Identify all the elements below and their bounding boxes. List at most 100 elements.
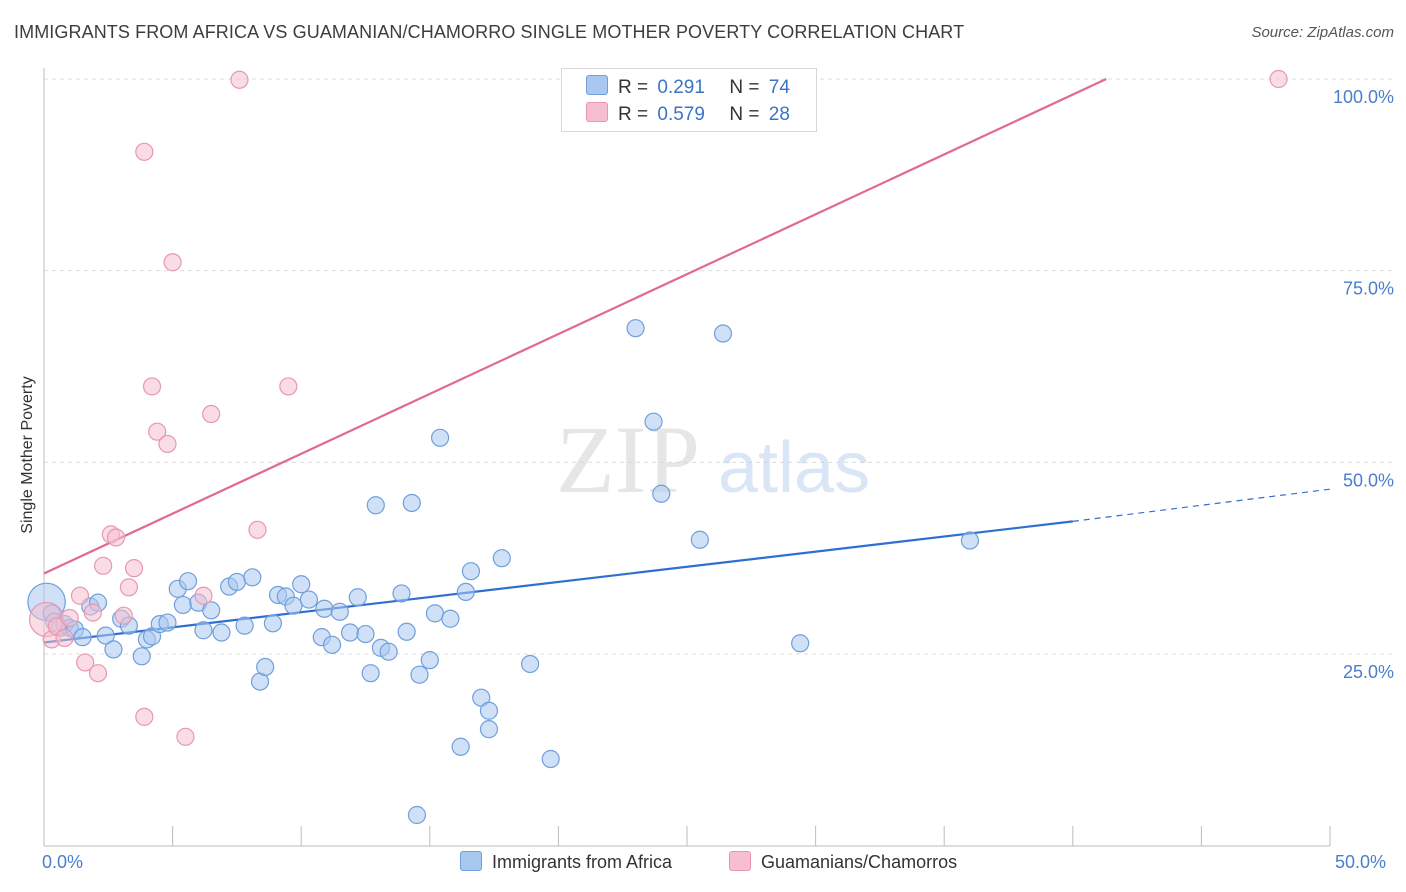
- data-point-africa: [541, 749, 560, 769]
- data-point-africa: [960, 531, 980, 550]
- bottom-legend-africa[interactable]: Immigrants from Africa: [460, 851, 672, 873]
- data-point-guam: [83, 603, 102, 622]
- legend-swatch-blue: [586, 75, 608, 95]
- data-point-africa: [235, 616, 254, 635]
- data-point-guam: [230, 70, 249, 89]
- y-tick-label: 75.0%: [1343, 279, 1394, 299]
- data-point-guam: [248, 520, 267, 539]
- data-point-africa: [132, 647, 151, 666]
- legend-label-guam: Guamanians/Chamorros: [761, 852, 958, 872]
- data-point-africa: [451, 737, 470, 756]
- data-point-africa: [479, 720, 499, 739]
- data-point-africa: [791, 634, 810, 653]
- legend-row-africa: R = 0.291 N = 74: [586, 75, 790, 101]
- legend-swatch-pink: [586, 102, 608, 122]
- legend-r-value: 0.291: [657, 77, 705, 98]
- data-point-africa: [644, 412, 663, 431]
- chart-title: IMMIGRANTS FROM AFRICA VS GUAMANIAN/CHAM…: [14, 22, 965, 42]
- watermark: ZIP atlas: [556, 406, 870, 513]
- data-point-guam: [60, 608, 79, 628]
- data-point-africa: [366, 496, 385, 515]
- trend-line-guam: [43, 78, 1107, 575]
- data-point-guam: [135, 707, 154, 726]
- data-point-guam: [163, 253, 182, 272]
- data-point-guam: [135, 142, 154, 161]
- data-point-guam: [148, 422, 167, 441]
- data-point-africa: [430, 428, 450, 447]
- source-label: Source: ZipAtlas.com: [1251, 24, 1394, 41]
- data-point-africa: [263, 614, 283, 633]
- data-point-africa: [652, 484, 671, 503]
- y-tick-label: 100.0%: [1333, 87, 1394, 107]
- data-point-africa: [397, 622, 416, 641]
- legend-row-guam: R = 0.579 N = 28: [586, 102, 790, 128]
- data-point-africa: [194, 621, 213, 640]
- correlation-legend: R = 0.291 N = 74 R = 0.579 N = 28: [561, 68, 817, 132]
- legend-swatch-pink: [729, 851, 751, 871]
- legend-label-africa: Immigrants from Africa: [492, 852, 673, 872]
- trend-lines: [43, 78, 1331, 644]
- watermark-atlas: atlas: [718, 428, 870, 508]
- data-point-africa: [256, 657, 275, 677]
- data-point-africa: [420, 651, 439, 670]
- data-point-guam: [119, 578, 138, 597]
- data-point-africa: [456, 582, 475, 602]
- data-point-africa: [492, 549, 511, 568]
- y-tick-label: 25.0%: [1343, 662, 1394, 682]
- y-tick-label: 50.0%: [1343, 470, 1394, 490]
- data-point-africa: [690, 530, 709, 549]
- data-point-africa: [227, 572, 246, 592]
- data-point-guam: [55, 628, 74, 648]
- data-point-guam: [106, 528, 126, 547]
- data-point-africa: [292, 575, 311, 594]
- legend-r-value: 0.579: [657, 104, 705, 125]
- data-point-africa: [361, 664, 380, 683]
- data-point-guam: [194, 586, 213, 605]
- data-point-guam: [88, 664, 108, 683]
- data-point-africa: [425, 604, 445, 623]
- y-tick-labels: 25.0% 50.0% 75.0% 100.0%: [1333, 87, 1394, 682]
- data-point-africa: [461, 562, 481, 581]
- legend-swatch-blue: [460, 851, 482, 871]
- data-point-africa: [202, 601, 221, 620]
- trend-line-africa: [43, 520, 1073, 644]
- data-point-africa: [479, 701, 499, 720]
- data-point-africa: [348, 588, 367, 607]
- data-point-africa: [73, 628, 92, 647]
- data-point-guam: [142, 377, 162, 396]
- data-point-africa: [379, 642, 398, 661]
- data-point-africa: [407, 805, 427, 825]
- legend-n-label: N =: [729, 104, 760, 125]
- data-point-africa: [96, 626, 115, 645]
- grid-lines: [44, 78, 1392, 655]
- legend-n-value: 74: [768, 77, 790, 98]
- data-point-africa: [178, 572, 198, 591]
- data-point-africa: [243, 568, 262, 587]
- watermark-zip: ZIP: [556, 406, 700, 513]
- data-point-africa: [158, 613, 177, 632]
- data-point-africa: [322, 635, 342, 654]
- data-point-africa: [315, 599, 334, 618]
- data-point-africa: [626, 319, 645, 338]
- data-point-africa: [521, 654, 540, 674]
- x-tick-label-max: 50.0%: [1335, 852, 1387, 872]
- data-point-africa: [356, 624, 375, 644]
- bottom-legend-guam[interactable]: Guamanians/Chamorros: [729, 851, 957, 873]
- legend-n-value: 28: [768, 104, 790, 125]
- data-point-africa: [392, 584, 411, 603]
- data-point-africa: [713, 324, 733, 343]
- data-point-africa: [104, 640, 123, 659]
- data-point-africa: [330, 602, 349, 621]
- x-tick-label-min: 0.0%: [42, 852, 84, 872]
- data-point-guam: [94, 556, 113, 575]
- data-point-africa: [299, 590, 319, 609]
- legend-r-label: R =: [618, 104, 649, 125]
- axes: [43, 68, 1331, 847]
- data-point-africa: [402, 493, 421, 513]
- data-point-africa: [441, 609, 460, 628]
- data-point-africa: [284, 596, 303, 615]
- data-point-africa: [212, 623, 231, 642]
- data-point-africa: [173, 595, 192, 615]
- data-point-guam: [202, 404, 221, 424]
